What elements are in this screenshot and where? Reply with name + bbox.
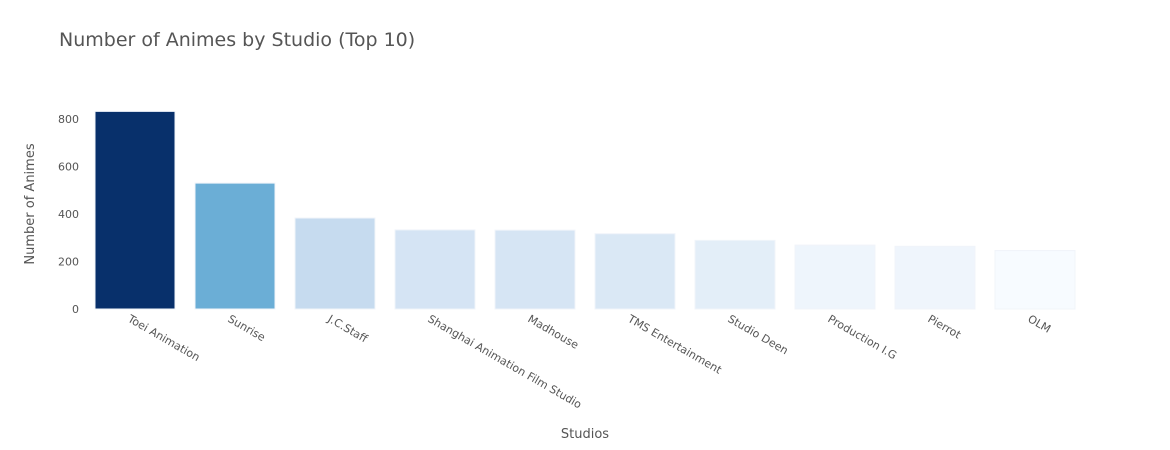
y-axis-ticks: 0 200 400 600 800	[58, 113, 79, 316]
y-tick-label: 600	[58, 161, 79, 174]
x-tick-label: Pierrot	[926, 312, 964, 342]
bar[interactable]	[894, 245, 976, 310]
bar[interactable]	[94, 110, 176, 310]
bar[interactable]	[294, 217, 376, 310]
x-tick-label: Sunrise	[226, 312, 268, 344]
x-axis-title: Studios	[561, 427, 609, 442]
y-axis-title: Number of Animes	[23, 143, 38, 264]
y-tick-label: 400	[58, 208, 79, 221]
x-tick-label: J.C.Staff	[325, 312, 370, 346]
x-tick-label: Shanghai Animation Film Studio	[426, 312, 585, 411]
x-tick-label: Production I.G	[826, 312, 899, 362]
bar[interactable]	[594, 233, 676, 310]
x-tick-label: TMS Entertainment	[625, 312, 725, 377]
bar[interactable]	[194, 182, 276, 310]
bars	[94, 110, 1076, 310]
x-tick-label: Studio Deen	[726, 312, 791, 357]
bar[interactable]	[794, 244, 876, 310]
x-tick-label: Toei Animation	[125, 312, 203, 364]
x-tick-label: Madhouse	[526, 312, 582, 352]
bar[interactable]	[994, 250, 1076, 310]
y-tick-label: 200	[58, 256, 79, 269]
y-tick-label: 800	[58, 113, 79, 126]
x-tick-label: OLM	[1026, 312, 1054, 335]
bar[interactable]	[694, 239, 776, 310]
chart-title: Number of Animes by Studio (Top 10)	[59, 29, 416, 51]
bar[interactable]	[394, 229, 476, 310]
y-tick-label: 0	[72, 303, 79, 316]
bar[interactable]	[494, 229, 576, 310]
x-axis-ticks: Toei Animation Sunrise J.C.Staff Shanghai A…	[125, 312, 1053, 412]
